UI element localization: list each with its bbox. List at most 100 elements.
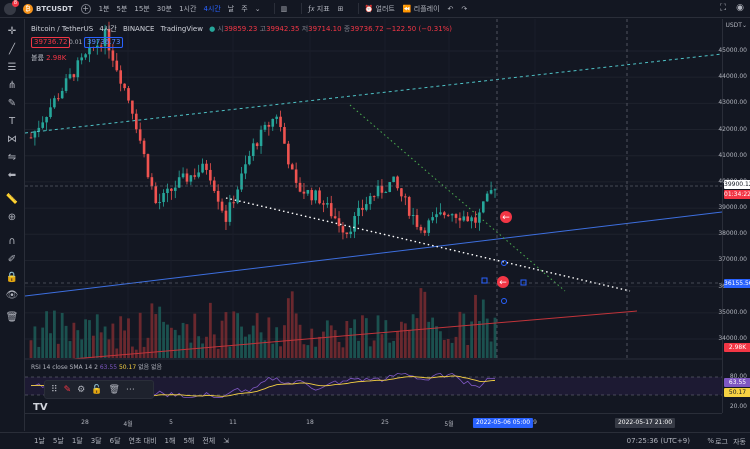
volume-bar: [431, 317, 435, 358]
chevron-down-icon[interactable]: ⌄: [254, 4, 261, 13]
bitcoin-icon: ₿: [23, 3, 33, 14]
eye-icon[interactable]: 👁: [5, 290, 19, 301]
range-6m[interactable]: 6달: [109, 437, 121, 445]
lock-icon[interactable]: 🔓: [91, 384, 103, 395]
tf-1m[interactable]: 1분: [98, 4, 110, 13]
selection-handles[interactable]: [481, 260, 527, 304]
channel-lower-line[interactable]: [25, 211, 722, 297]
pattern-icon[interactable]: ⋈: [7, 134, 17, 145]
zoom-in-icon[interactable]: ⊕: [7, 212, 17, 223]
camera-icon[interactable]: ◉: [736, 3, 744, 13]
volume-bar: [255, 313, 259, 358]
range-5y[interactable]: 5해: [183, 437, 195, 445]
pitchfork-icon[interactable]: ⋔: [7, 80, 17, 91]
range-1m[interactable]: 1달: [71, 437, 83, 445]
tf-15m[interactable]: 15분: [134, 4, 150, 13]
candle-style-icon[interactable]: ▥: [280, 4, 288, 13]
candle-body: [489, 190, 493, 194]
time-tick: 5월: [444, 421, 454, 428]
price-axis[interactable]: USDT⌄ 45000.00 44000.00 43000.00 42000.00 41…: [718, 19, 750, 413]
volume-bars: [29, 288, 497, 358]
tf-1h[interactable]: 1시간: [179, 4, 197, 13]
drawing-toolbar: ✛ ╱ ☰ ⋔ ✎ T ⋈ ⇋ ⬅ 📏 ⊕ ∩ ✐ 🔒 👁 🗑: [0, 19, 25, 431]
log-toggle[interactable]: 로그: [715, 438, 728, 446]
volume-bar: [216, 348, 220, 358]
volume-bar: [212, 334, 216, 358]
prediction-icon[interactable]: ⇋: [7, 152, 17, 163]
price-tick: 38000.00: [718, 230, 747, 238]
more-options-icon[interactable]: ⋯: [125, 384, 135, 395]
crosshair-icon[interactable]: ✛: [7, 26, 17, 37]
volume-bar: [76, 330, 80, 358]
volume-bar: [310, 328, 314, 358]
candle-body: [404, 196, 407, 198]
channel-upper-line[interactable]: [25, 53, 722, 134]
tf-4h[interactable]: 4시간: [203, 4, 221, 13]
ruler-icon[interactable]: 📏: [5, 194, 19, 205]
settings-gear-icon[interactable]: ⚙: [77, 384, 86, 395]
indicators-label: 지표: [316, 4, 330, 13]
time-axis[interactable]: 28 4월 5 11 18 25 5월 9 2022-05-06 05:00 2022-05-17…: [25, 413, 722, 431]
compare-add-icon[interactable]: +: [80, 3, 91, 14]
close-value: 39736.72: [350, 25, 384, 33]
candle-body: [68, 74, 72, 79]
lock-icon[interactable]: 🔒: [5, 272, 19, 283]
legend-title[interactable]: Bitcoin / TetherUS: [31, 25, 94, 33]
horizontal-lines-icon[interactable]: ☰: [7, 62, 17, 73]
volume-bar: [60, 312, 64, 358]
goto-date-icon[interactable]: ⇲: [223, 437, 230, 445]
fullscreen-icon[interactable]: ⛶: [719, 3, 727, 13]
volume-bar: [95, 314, 99, 358]
arrow-marker-selected[interactable]: ←: [497, 276, 509, 288]
tf-5m[interactable]: 5분: [116, 4, 128, 13]
delete-icon[interactable]: 🗑: [108, 384, 120, 395]
auto-toggle[interactable]: 자동: [733, 438, 746, 446]
currency-label[interactable]: USDT⌄: [725, 22, 747, 29]
candle-body: [88, 46, 91, 55]
tf-1w[interactable]: 주: [241, 4, 248, 13]
lock-drawings-icon[interactable]: ✐: [7, 254, 17, 265]
candle-body: [205, 163, 208, 170]
redo-icon[interactable]: ↷: [461, 4, 468, 13]
color-picker-icon[interactable]: ✎: [63, 384, 72, 395]
bar-countdown-tag: 01:34:22: [724, 190, 750, 200]
falling-wedge-lower[interactable]: [225, 197, 631, 292]
indicators-button[interactable]: ƒ𝑥 지표: [308, 4, 329, 14]
trendline-icon[interactable]: ╱: [8, 44, 16, 55]
volume-bar: [337, 341, 341, 358]
trash-icon[interactable]: 🗑: [5, 312, 19, 323]
clock[interactable]: 07:25:36 (UTC+9): [626, 437, 690, 445]
layout-icon[interactable]: ⊞: [337, 4, 344, 13]
brush-icon[interactable]: ✎: [7, 98, 17, 109]
buy-price-box[interactable]: 39736.73: [84, 37, 124, 48]
support-line[interactable]: [25, 310, 638, 364]
volume-bar: [271, 343, 275, 358]
percent-toggle[interactable]: %: [707, 437, 714, 445]
symbol-search[interactable]: BTCUSDT: [36, 4, 73, 13]
range-3m[interactable]: 3달: [90, 437, 102, 445]
text-icon[interactable]: T: [8, 116, 16, 127]
user-avatar[interactable]: 8: [4, 0, 19, 15]
range-5d[interactable]: 5날: [52, 437, 64, 445]
sell-price-box[interactable]: 39736.72: [31, 37, 71, 48]
undo-icon[interactable]: ↶: [447, 4, 454, 13]
back-arrow-icon[interactable]: ⬅: [7, 170, 17, 181]
range-ytd[interactable]: 연초 대비: [128, 437, 157, 445]
volume-bar: [466, 345, 470, 358]
magnet-icon[interactable]: ∩: [8, 236, 16, 247]
range-all[interactable]: 전체: [202, 437, 216, 445]
range-1y[interactable]: 1해: [164, 437, 176, 445]
alert-button[interactable]: ⏰ 얼러트: [365, 4, 395, 14]
volume-bar: [115, 348, 119, 358]
drag-handle-icon[interactable]: ⠿: [51, 384, 58, 395]
range-1d[interactable]: 1날: [34, 437, 45, 445]
tf-1d[interactable]: 날: [227, 4, 235, 13]
candle-body: [29, 137, 33, 139]
candle-body: [275, 116, 278, 119]
arrow-marker[interactable]: ←: [500, 211, 512, 223]
replay-button[interactable]: ⏪ 리플레이: [403, 4, 440, 14]
price-chart[interactable]: ← ←: [25, 19, 722, 413]
svg-text:←: ←: [502, 213, 510, 223]
volume-bar: [37, 346, 41, 358]
tf-30m[interactable]: 30분: [156, 4, 173, 13]
